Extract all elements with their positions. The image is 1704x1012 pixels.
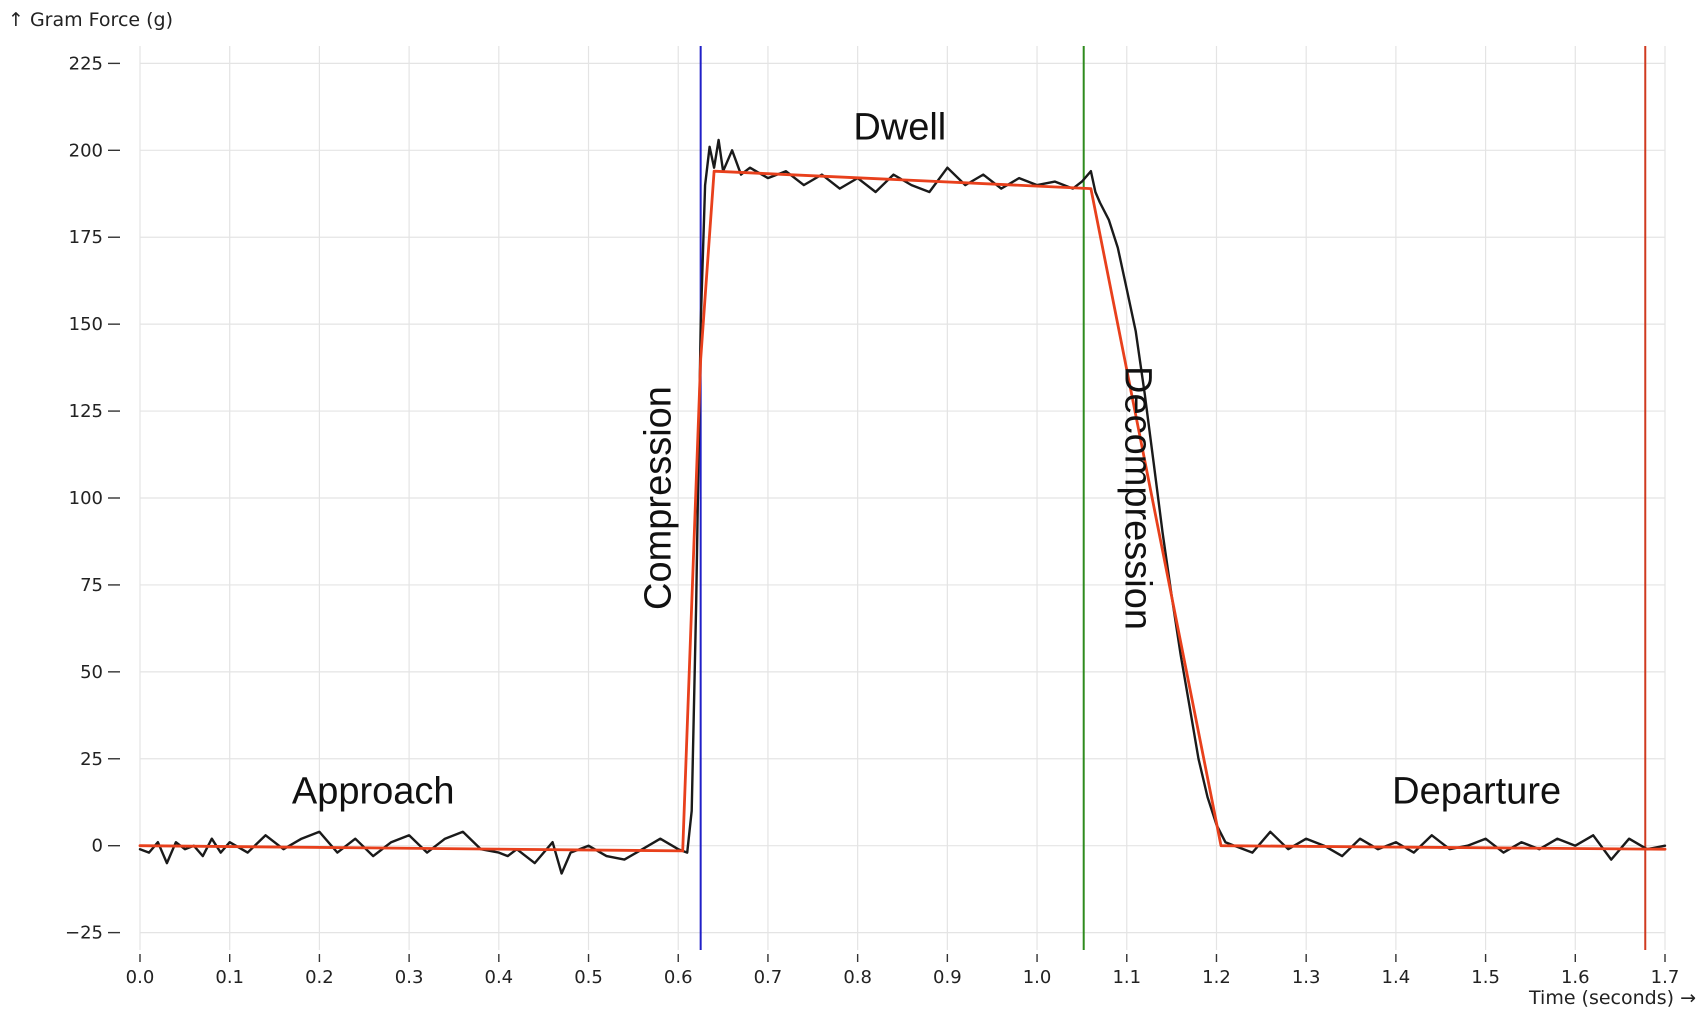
x-tick-label: 0.1 (215, 967, 244, 988)
phase-boundary-lines (699, 46, 1647, 950)
x-tick-label: 1.0 (1023, 967, 1052, 988)
x-tick-label: 1.5 (1471, 967, 1500, 988)
phase-label: Compression (637, 386, 679, 610)
x-axis: 0.0 0.1 0.2 0.3 0.4 0.5 0.6 0.7 0.8 0.9 1.0 1.1 1.2 1… (126, 954, 1680, 988)
x-tick-label: 0.0 (126, 967, 155, 988)
y-tick-label: 200 (69, 140, 103, 161)
y-tick-label: 25 (80, 749, 103, 770)
measured-force-line (138, 138, 1667, 875)
x-tick-label: 1.4 (1382, 967, 1411, 988)
fitted-phase-line (138, 169, 1667, 853)
y-tick-label: 125 (69, 401, 103, 422)
x-tick-label: 1.1 (1112, 967, 1141, 988)
x-tick-label: 1.2 (1202, 967, 1231, 988)
phase-label: Approach (292, 771, 455, 813)
x-axis-title: Time (seconds) → (1528, 987, 1696, 1009)
y-axis: −25 0 25 50 75 100 125 150 175 200 225 (65, 53, 120, 944)
y-tick-label: 225 (69, 53, 103, 74)
y-tick-label: 100 (69, 488, 103, 509)
x-tick-label: 0.4 (485, 967, 514, 988)
x-tick-label: 0.7 (754, 967, 783, 988)
y-tick-label: −25 (65, 923, 103, 944)
phase-label: Departure (1392, 771, 1561, 813)
phase-label: Decompression (1117, 366, 1159, 630)
phase-label: Dwell (853, 106, 946, 148)
x-tick-label: 1.7 (1651, 967, 1680, 988)
series-lines (138, 138, 1667, 875)
y-tick-label: 150 (69, 314, 103, 335)
x-tick-label: 0.2 (305, 967, 334, 988)
x-tick-label: 1.3 (1292, 967, 1321, 988)
x-tick-label: 0.9 (933, 967, 962, 988)
phase-annotations: Approach Compression Dwell Decompression Dep… (292, 106, 1561, 812)
x-tick-label: 0.3 (395, 967, 424, 988)
x-tick-label: 1.6 (1561, 967, 1590, 988)
y-tick-label: 175 (69, 227, 103, 248)
x-tick-label: 0.8 (843, 967, 872, 988)
y-tick-label: 0 (92, 836, 103, 857)
grid-lines (139, 46, 1666, 950)
y-tick-label: 50 (80, 662, 103, 683)
y-tick-label: 75 (80, 575, 103, 596)
x-tick-label: 0.5 (574, 967, 603, 988)
y-axis-title: ↑ Gram Force (g) (8, 9, 173, 31)
x-tick-label: 0.6 (664, 967, 693, 988)
